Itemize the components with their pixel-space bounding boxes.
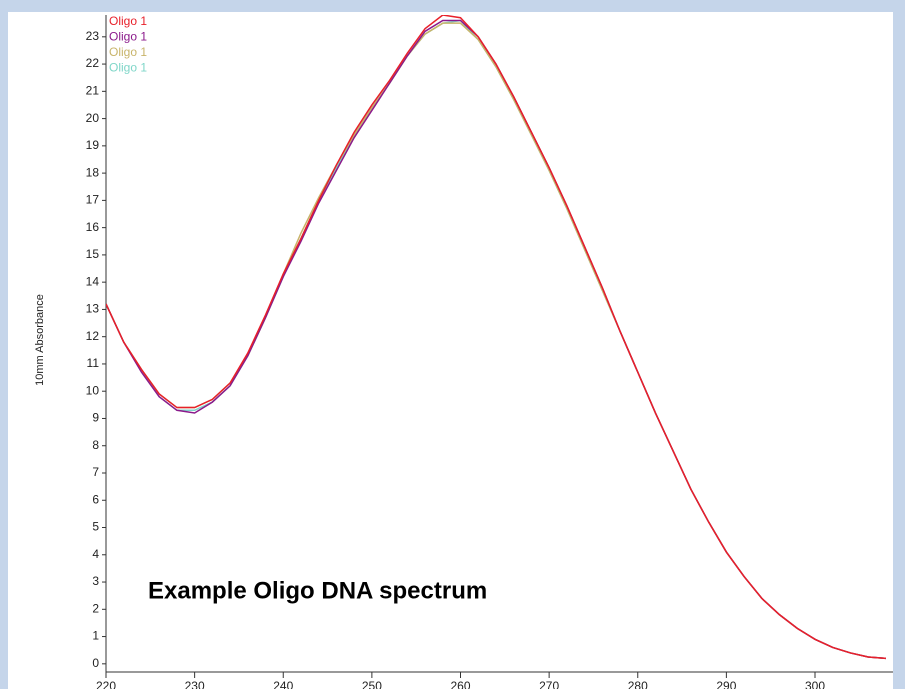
y-axis-label: 10mm Absorbance xyxy=(34,294,46,386)
series-line xyxy=(106,15,886,660)
y-tick-label: 13 xyxy=(86,302,100,316)
legend-entry: Oligo 1 xyxy=(109,45,147,59)
y-tick-label: 19 xyxy=(86,138,100,152)
x-tick-label: 220 xyxy=(96,679,116,689)
lines xyxy=(106,15,886,660)
y-tick-label: 23 xyxy=(86,29,100,43)
y-tick-label: 7 xyxy=(92,465,99,479)
x-tick-label: 300 xyxy=(805,679,825,689)
y-tick-label: 0 xyxy=(92,656,99,670)
y-tick-label: 21 xyxy=(86,84,100,98)
annotation: Example Oligo DNA spectrum xyxy=(148,577,487,604)
legend-entry: Oligo 1 xyxy=(109,30,147,44)
x-tick-label: 230 xyxy=(185,679,205,689)
y-tick-label: 6 xyxy=(92,492,99,506)
y-tick-label: 18 xyxy=(86,165,100,179)
y-tick-label: 1 xyxy=(92,629,99,643)
y-tick-label: 16 xyxy=(86,220,100,234)
legend-entry: Oligo 1 xyxy=(109,61,147,75)
x-tick-label: 290 xyxy=(716,679,736,689)
y-tick-label: 4 xyxy=(92,547,99,561)
x-tick-label: 250 xyxy=(362,679,382,689)
y-tick-label: 14 xyxy=(86,274,100,288)
x-tick-label: 240 xyxy=(273,679,293,689)
y-tick-label: 10 xyxy=(86,383,100,397)
y-tick-label: 17 xyxy=(86,193,100,207)
y-tick-label: 9 xyxy=(92,411,99,425)
legend-entry: Oligo 1 xyxy=(109,14,147,28)
y-tick-label: 3 xyxy=(92,574,99,588)
y-tick-label: 20 xyxy=(86,111,100,125)
plot-panel xyxy=(8,12,893,689)
y-tick-label: 8 xyxy=(92,438,99,452)
y-tick-label: 12 xyxy=(86,329,100,343)
y-tick-label: 15 xyxy=(86,247,100,261)
x-tick-label: 280 xyxy=(628,679,648,689)
y-tick-label: 11 xyxy=(87,356,100,370)
y-tick-label: 5 xyxy=(92,520,99,534)
x-tick-label: 260 xyxy=(450,679,470,689)
y-tick-label: 2 xyxy=(92,601,99,615)
y-tick-label: 22 xyxy=(86,56,100,70)
x-tick-label: 270 xyxy=(539,679,559,689)
